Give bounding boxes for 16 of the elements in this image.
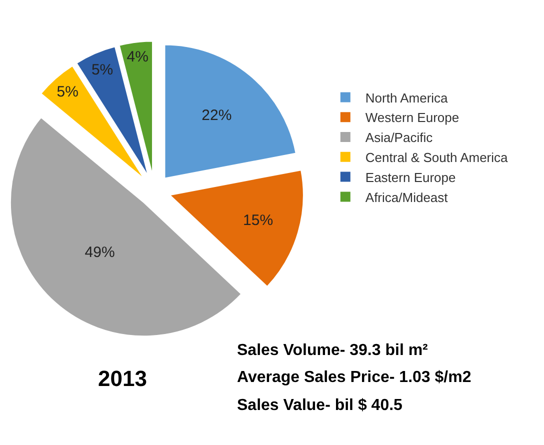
text: Average Sales Price- 1.03 $/m2 <box>237 369 472 386</box>
text: 2013 <box>98 366 147 391</box>
data-label: 4% <box>126 48 148 66</box>
text: Sales Volume- 39.3 bil m² <box>237 342 428 359</box>
legend-label: North America <box>365 90 449 106</box>
data-label: 22% <box>202 106 232 124</box>
legend-label: Asia/Pacific <box>365 130 434 146</box>
legend-label: Africa/Mideast <box>365 190 448 205</box>
data-label: 5% <box>56 84 78 101</box>
legend-label: Western Europe <box>365 110 460 126</box>
data-label: 15% <box>243 212 274 230</box>
data-label: 5% <box>91 61 114 78</box>
legend-label: Eastern Europe <box>365 170 456 185</box>
legend-label: Central & South America <box>365 150 509 165</box>
text: Sales Value- bil $ 40.5 <box>237 397 403 414</box>
data-label: 49% <box>84 244 115 262</box>
